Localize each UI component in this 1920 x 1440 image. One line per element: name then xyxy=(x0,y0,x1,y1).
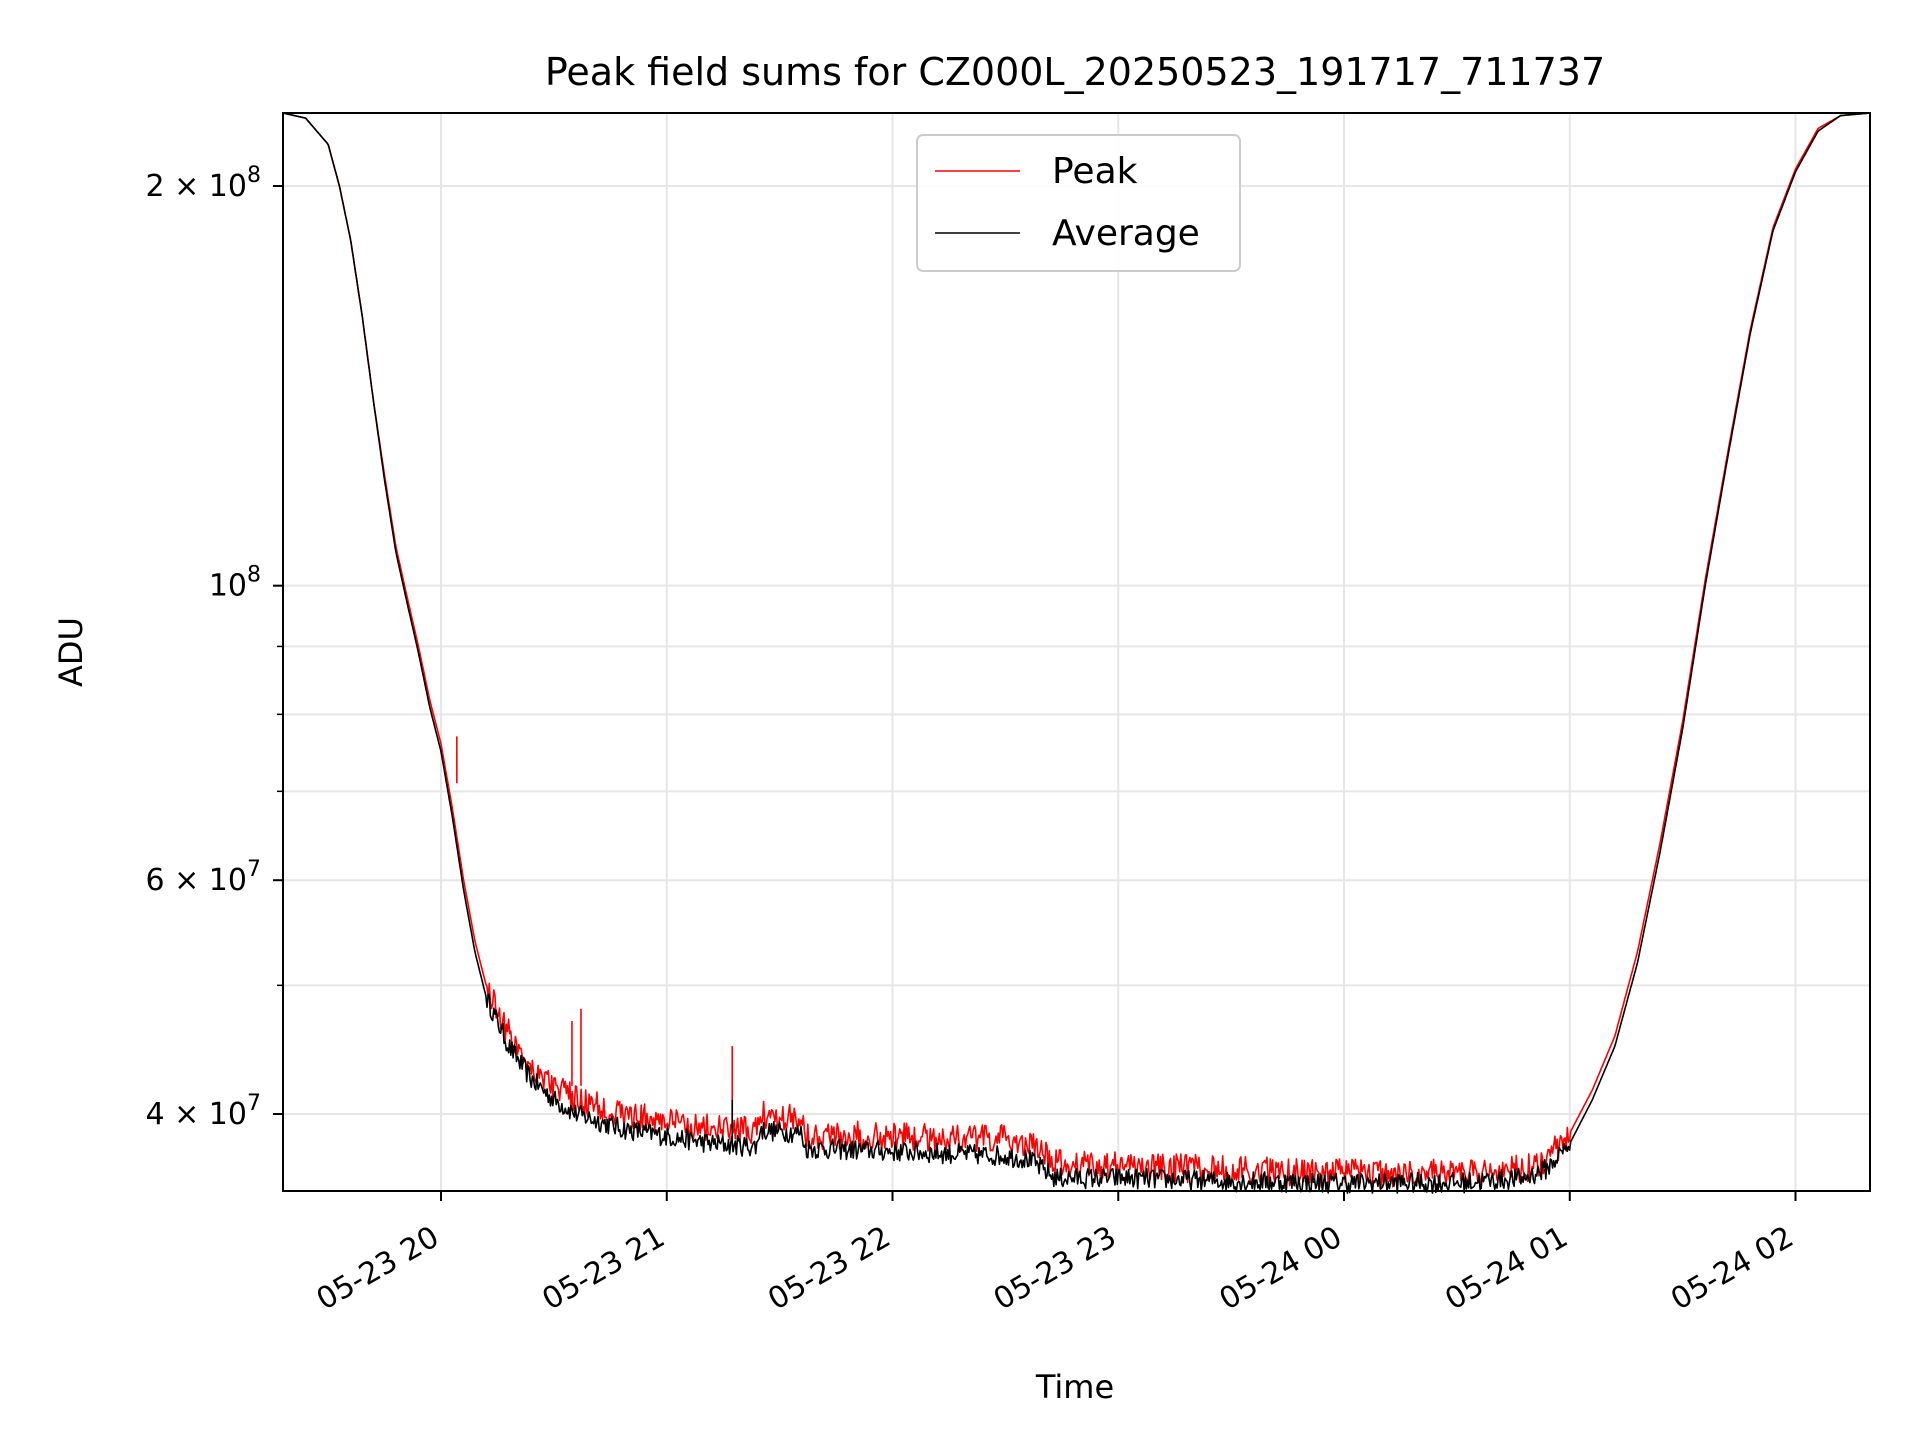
y-tick-label-base: 6 × 10 xyxy=(146,863,247,898)
legend-label-average: Average xyxy=(1052,213,1200,254)
x-tick-label: 05-24 00 xyxy=(1214,1220,1348,1318)
y-tick-label: 108 xyxy=(209,563,261,604)
x-tick-label: 05-23 22 xyxy=(762,1220,896,1318)
y-tick-label-base: 4 × 10 xyxy=(146,1097,247,1132)
y-tick-label-exponent: 8 xyxy=(247,163,261,188)
y-tick-label-exponent: 7 xyxy=(247,1091,261,1116)
chart-title: Peak field sums for CZ000L_20250523_1917… xyxy=(545,50,1605,94)
grid xyxy=(283,113,1870,1191)
x-tick-label: 05-24 01 xyxy=(1439,1220,1573,1318)
plot-frame xyxy=(282,112,1871,1192)
x-axis-label: Time xyxy=(1035,1368,1114,1406)
series-line-average xyxy=(282,112,1871,1194)
y-tick-label-exponent: 7 xyxy=(247,857,261,882)
y-tick-label-exponent: 8 xyxy=(247,563,261,588)
x-tick-label: 05-23 23 xyxy=(988,1220,1122,1318)
legend: Peak Average xyxy=(916,134,1241,272)
series-line-peak xyxy=(282,112,1871,1188)
legend-box xyxy=(916,134,1241,272)
series-layer xyxy=(282,112,1871,1194)
legend-label-peak: Peak xyxy=(1052,151,1138,192)
x-tick-label: 05-23 20 xyxy=(311,1220,445,1318)
x-tick-label: 05-23 21 xyxy=(536,1220,670,1318)
y-tick-label: 6 × 107 xyxy=(146,857,261,898)
y-tick-label: 4 × 107 xyxy=(146,1091,261,1132)
ticks: 05-23 20 05-23 21 05-23 22 05-23 23 05-24 00… xyxy=(146,163,1800,1317)
y-tick-label-base: 2 × 10 xyxy=(146,169,247,204)
y-tick-label-base: 10 xyxy=(209,569,247,604)
x-tick-label: 05-24 02 xyxy=(1665,1220,1799,1318)
y-tick-label: 2 × 108 xyxy=(146,163,261,204)
y-axis-label: ADU xyxy=(52,617,90,687)
